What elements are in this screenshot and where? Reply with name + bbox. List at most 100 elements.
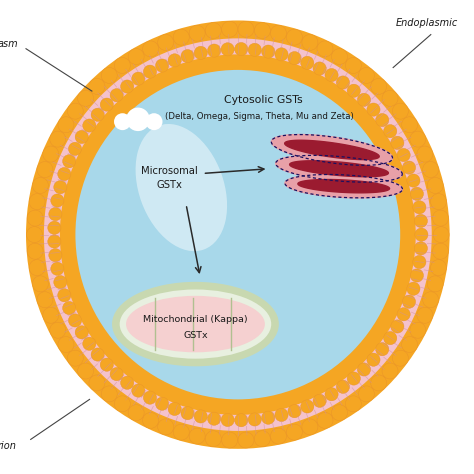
Polygon shape bbox=[285, 140, 379, 160]
Circle shape bbox=[358, 386, 374, 402]
Circle shape bbox=[417, 307, 433, 323]
Circle shape bbox=[63, 301, 76, 315]
Circle shape bbox=[427, 177, 443, 193]
Circle shape bbox=[100, 98, 113, 111]
Text: Microsomal: Microsomal bbox=[141, 166, 198, 176]
Circle shape bbox=[275, 408, 288, 421]
Circle shape bbox=[367, 103, 380, 116]
Circle shape bbox=[346, 57, 361, 73]
Circle shape bbox=[181, 407, 194, 420]
Circle shape bbox=[32, 276, 48, 292]
Circle shape bbox=[82, 119, 96, 132]
Text: GSTx: GSTx bbox=[156, 180, 182, 190]
Circle shape bbox=[337, 380, 349, 393]
Circle shape bbox=[235, 414, 248, 427]
Circle shape bbox=[101, 386, 117, 402]
Circle shape bbox=[205, 23, 221, 38]
Circle shape bbox=[158, 35, 173, 50]
Circle shape bbox=[27, 210, 43, 226]
Circle shape bbox=[68, 314, 82, 327]
Circle shape bbox=[275, 48, 288, 61]
Circle shape bbox=[205, 431, 221, 447]
Circle shape bbox=[347, 372, 360, 385]
Circle shape bbox=[37, 162, 53, 178]
Circle shape bbox=[51, 262, 64, 275]
Circle shape bbox=[101, 67, 117, 83]
Text: (Delta, Omega, Sigma, Theta, Mu and Zeta): (Delta, Omega, Sigma, Theta, Mu and Zeta… bbox=[164, 112, 353, 121]
Circle shape bbox=[89, 78, 105, 94]
Circle shape bbox=[173, 424, 189, 440]
Circle shape bbox=[262, 411, 275, 424]
Circle shape bbox=[194, 46, 207, 59]
Circle shape bbox=[371, 375, 387, 391]
Circle shape bbox=[313, 62, 326, 75]
Circle shape bbox=[75, 326, 88, 339]
Circle shape bbox=[168, 54, 181, 67]
Circle shape bbox=[143, 391, 156, 404]
Circle shape bbox=[392, 350, 409, 366]
Circle shape bbox=[49, 208, 62, 221]
Circle shape bbox=[48, 235, 61, 248]
Circle shape bbox=[397, 148, 410, 162]
Circle shape bbox=[401, 117, 418, 133]
Circle shape bbox=[325, 68, 338, 82]
Circle shape bbox=[168, 402, 181, 416]
Circle shape bbox=[208, 412, 221, 425]
Circle shape bbox=[54, 275, 67, 289]
Ellipse shape bbox=[136, 124, 227, 251]
Ellipse shape bbox=[126, 296, 265, 352]
Circle shape bbox=[158, 419, 173, 435]
Circle shape bbox=[271, 25, 286, 41]
Circle shape bbox=[417, 146, 433, 162]
Circle shape bbox=[146, 113, 163, 130]
Circle shape bbox=[58, 167, 71, 181]
Text: rion: rion bbox=[0, 441, 17, 451]
Circle shape bbox=[331, 49, 347, 64]
Circle shape bbox=[114, 396, 130, 412]
Circle shape bbox=[181, 49, 194, 63]
Circle shape bbox=[433, 227, 449, 243]
Text: Endoplasmic: Endoplasmic bbox=[395, 18, 458, 28]
Circle shape bbox=[301, 400, 314, 413]
Circle shape bbox=[410, 322, 426, 338]
Circle shape bbox=[301, 56, 314, 69]
Circle shape bbox=[132, 72, 145, 85]
Polygon shape bbox=[271, 135, 392, 165]
Circle shape bbox=[371, 78, 387, 94]
Circle shape bbox=[29, 194, 45, 210]
Circle shape bbox=[189, 428, 205, 444]
Text: Cytosolic GSTs: Cytosolic GSTs bbox=[224, 95, 303, 106]
Text: Mitochondrial (Kappa): Mitochondrial (Kappa) bbox=[143, 315, 248, 324]
Circle shape bbox=[75, 130, 88, 144]
Circle shape bbox=[82, 337, 96, 350]
Circle shape bbox=[128, 405, 144, 421]
Circle shape bbox=[288, 405, 301, 418]
Polygon shape bbox=[285, 174, 402, 198]
Circle shape bbox=[337, 76, 349, 89]
Circle shape bbox=[120, 376, 134, 389]
Circle shape bbox=[407, 174, 420, 187]
Polygon shape bbox=[290, 161, 388, 177]
Circle shape bbox=[48, 221, 61, 234]
Circle shape bbox=[89, 375, 105, 391]
Circle shape bbox=[367, 353, 380, 366]
Circle shape bbox=[413, 255, 426, 269]
Circle shape bbox=[155, 397, 169, 410]
Circle shape bbox=[414, 214, 428, 228]
Circle shape bbox=[410, 269, 423, 282]
Circle shape bbox=[54, 181, 67, 194]
Circle shape bbox=[43, 307, 59, 323]
Circle shape bbox=[414, 242, 428, 255]
Circle shape bbox=[248, 413, 261, 426]
Circle shape bbox=[427, 276, 443, 292]
Circle shape bbox=[43, 146, 59, 162]
Circle shape bbox=[67, 103, 83, 119]
Circle shape bbox=[120, 80, 134, 93]
Circle shape bbox=[382, 363, 398, 379]
Circle shape bbox=[143, 412, 159, 428]
Circle shape bbox=[317, 41, 333, 57]
Ellipse shape bbox=[75, 70, 400, 400]
Circle shape bbox=[63, 155, 76, 168]
Circle shape bbox=[286, 29, 302, 45]
Circle shape bbox=[383, 331, 397, 345]
